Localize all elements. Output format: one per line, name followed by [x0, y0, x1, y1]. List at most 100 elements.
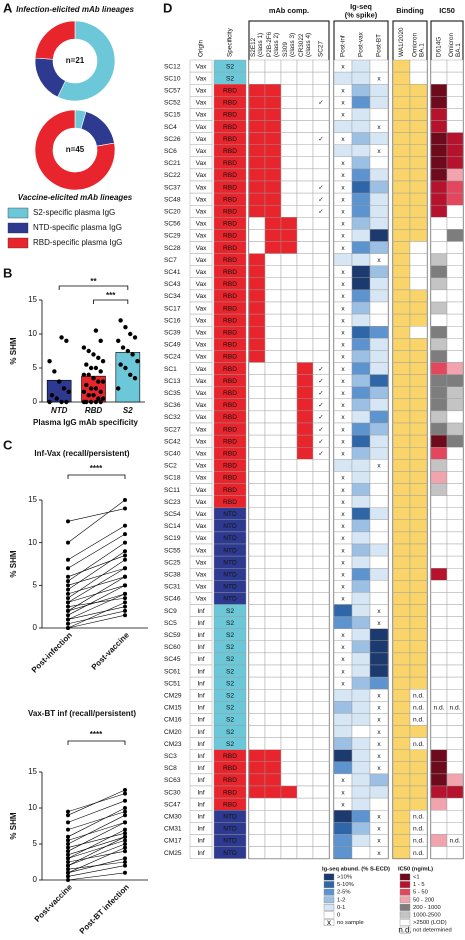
- competition-cell: [248, 447, 266, 460]
- igseq-cell: [369, 580, 389, 593]
- igseq-cell: [333, 71, 353, 85]
- competition-cell: [248, 507, 266, 521]
- ic50-cell: [446, 180, 464, 194]
- binding-cell: [409, 568, 428, 581]
- ic50-cell: [430, 338, 448, 351]
- ic50-cell: [446, 676, 464, 690]
- origin: Vax: [196, 148, 208, 155]
- ic50-cell: [446, 689, 464, 702]
- pair-line: [67, 508, 126, 522]
- specificity: S2: [226, 632, 234, 639]
- origin: Inf: [197, 680, 204, 687]
- competition-cell: [296, 204, 314, 218]
- igseq-no-sample: x: [377, 257, 381, 264]
- ic50-cell: [446, 737, 464, 750]
- competition-cell: [312, 543, 330, 557]
- data-point: [66, 838, 70, 843]
- igseq-cell: [369, 326, 389, 339]
- data-point: [66, 519, 70, 524]
- row-label: SC16: [164, 317, 181, 324]
- igseq-no-sample: x: [377, 148, 381, 155]
- ic50-cell: [430, 192, 448, 206]
- binding-cell: [392, 120, 411, 133]
- ic50-cell: [430, 120, 448, 133]
- binding-cell: [392, 713, 411, 726]
- x-tick-label: Post-vaccine: [90, 630, 132, 672]
- specificity: RBD: [223, 317, 237, 324]
- competition-cell: [248, 616, 266, 629]
- data-point: [66, 617, 70, 622]
- competition-cell: [248, 410, 266, 424]
- binding-cell: [392, 362, 411, 375]
- ic50-cell: [446, 628, 464, 642]
- x-tick-label: Post-BT infection: [78, 882, 131, 935]
- competition-cell: [280, 386, 298, 400]
- igseq-no-sample: x: [341, 293, 345, 300]
- binding-cell: [409, 664, 428, 678]
- pair-line: [67, 822, 126, 852]
- ic50-cell: [446, 374, 464, 387]
- specificity: RBD: [223, 390, 237, 397]
- data-point: [93, 328, 99, 333]
- legend-label: 50 - 200: [413, 897, 434, 903]
- competition-cell: [248, 543, 266, 557]
- data-point: [116, 386, 121, 391]
- legend-title: Ig-seq abund. (% S-ECD): [322, 867, 390, 873]
- competition-cell: [264, 350, 282, 363]
- competition-cell: [264, 555, 282, 569]
- legend-label: 0: [337, 913, 340, 919]
- row-label: SC4: [164, 124, 177, 131]
- ic50-cell: [430, 471, 448, 484]
- origin: Inf: [197, 777, 204, 784]
- igseq-cell: [351, 71, 371, 85]
- competition-cell: [296, 737, 314, 750]
- competition-cell: [264, 374, 282, 387]
- igseq-cell: [369, 374, 389, 387]
- igseq-cell: [369, 543, 389, 557]
- ic50-cell: [446, 301, 464, 315]
- row-label: SC36: [164, 402, 181, 409]
- binding-cell: [392, 616, 411, 629]
- specificity: NTD: [223, 572, 237, 579]
- igseq-cell: [369, 568, 389, 581]
- column-header: Origin: [198, 40, 205, 57]
- competition-cell: [248, 664, 266, 678]
- row-label: SC55: [164, 547, 181, 554]
- igseq-cell: [333, 701, 353, 714]
- legend-label: 5 - 50: [413, 890, 428, 896]
- ic50-cell: [446, 410, 464, 424]
- igseq-cell: [351, 217, 371, 230]
- origin-cell: [189, 846, 213, 859]
- ic50-cell: [446, 398, 464, 412]
- igseq-cell: [351, 204, 371, 218]
- competition-cell: [248, 555, 266, 569]
- competition-cell: [264, 229, 282, 242]
- pair-line: [67, 865, 126, 877]
- ic50-cell: [430, 277, 448, 291]
- row-label: SC12: [164, 63, 181, 70]
- binding-cell: [409, 301, 428, 315]
- specificity: S2: [226, 75, 234, 82]
- competition-cell: [312, 664, 330, 678]
- binding-cell: [409, 71, 428, 85]
- row-label: SC20: [164, 209, 181, 216]
- igseq-cell: [369, 410, 389, 424]
- ic50-cell: [430, 265, 448, 279]
- igseq-cell: [351, 471, 371, 484]
- binding-cell: [409, 398, 428, 412]
- binding-cell: [409, 217, 428, 230]
- specificity: RBD: [223, 305, 237, 312]
- competition-cell: [296, 664, 314, 678]
- competition-cell: [296, 459, 314, 472]
- competition-cell: [264, 773, 282, 787]
- ic50-cell: [430, 640, 448, 654]
- donut-slice: [57, 20, 116, 102]
- igseq-cell: [369, 785, 389, 799]
- competition-cell: [264, 604, 282, 617]
- specificity: RBD: [223, 233, 237, 240]
- data-point: [81, 345, 87, 350]
- row-label: SC32: [164, 414, 181, 421]
- competition-cell: [264, 120, 282, 133]
- row-label: SC26: [164, 136, 181, 143]
- competition-cell: [248, 301, 266, 315]
